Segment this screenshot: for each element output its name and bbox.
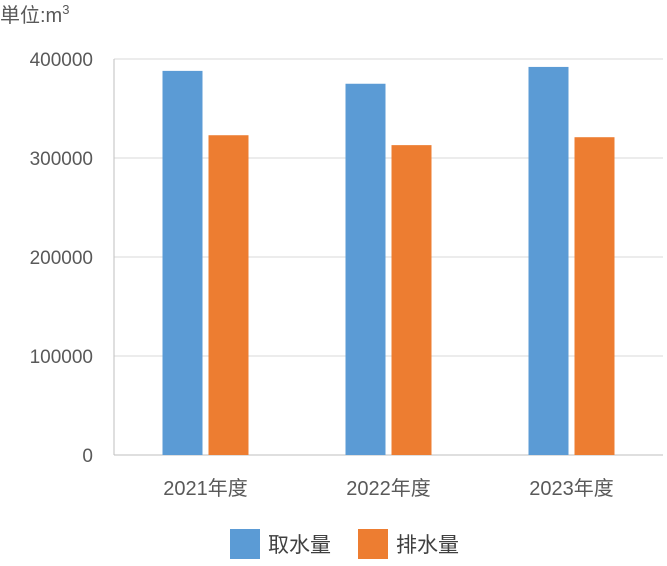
y-tick-label: 300000: [30, 149, 93, 170]
y-tick-label: 200000: [30, 248, 93, 269]
bar-discharge: [391, 145, 432, 455]
bars: [162, 66, 615, 456]
axis-labels: 0 100000 200000 300000 400000 2021年度 2022年度 202…: [30, 50, 614, 500]
legend: 取水量 排水量: [230, 529, 459, 559]
axes: [113, 59, 663, 456]
y-tick-label: 0: [82, 446, 93, 467]
bar-intake: [528, 66, 569, 456]
legend-label: 排水量: [396, 534, 459, 557]
unit-label-text: 単位:m: [0, 4, 62, 27]
bar-intake: [162, 70, 203, 455]
bar-discharge: [208, 135, 249, 456]
x-tick-label: 2023年度: [529, 477, 614, 500]
y-tick-label: 100000: [30, 347, 93, 368]
unit-label-superscript: 3: [62, 2, 69, 17]
legend-label: 取水量: [268, 534, 331, 557]
x-tick-label: 2022年度: [346, 477, 431, 500]
gridlines: [114, 58, 663, 357]
unit-label: 単位:m3: [0, 2, 69, 27]
y-tick-label: 400000: [30, 50, 93, 71]
bar-intake: [345, 83, 386, 455]
legend-swatch: [230, 529, 260, 559]
legend-swatch: [358, 529, 388, 559]
bar-discharge: [574, 137, 615, 455]
x-tick-label: 2021年度: [163, 477, 248, 500]
